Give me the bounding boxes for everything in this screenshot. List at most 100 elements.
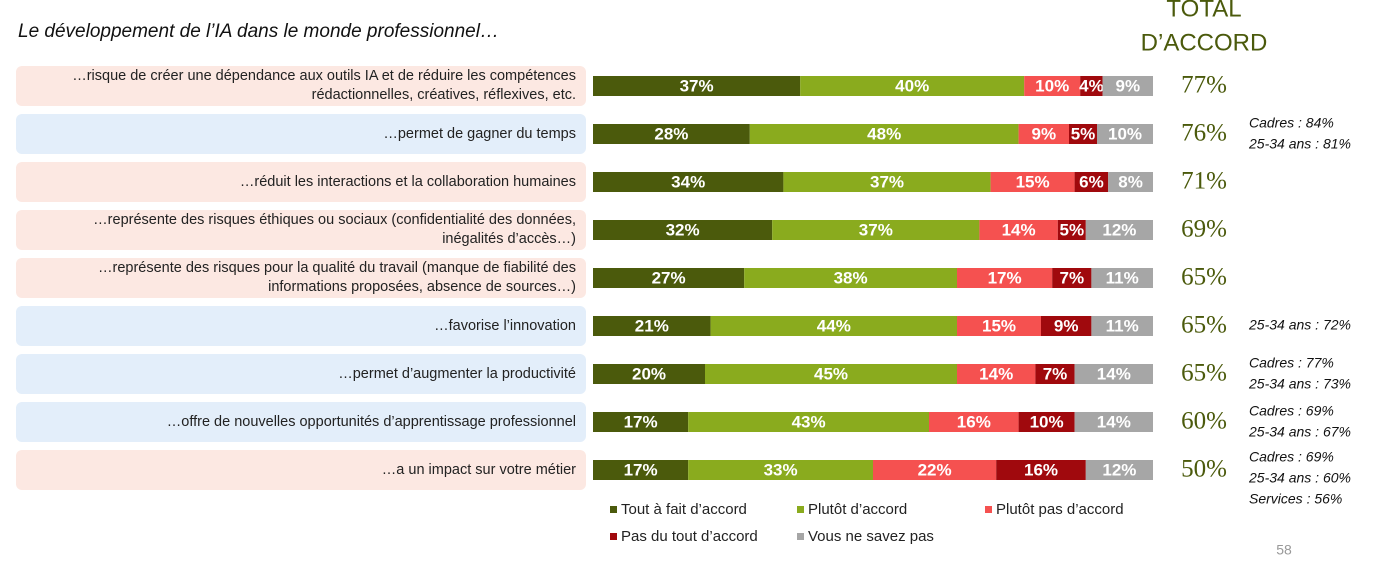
value-label: 9% bbox=[1054, 316, 1079, 335]
bar-segment bbox=[1074, 412, 1153, 432]
value-label: 37% bbox=[680, 76, 714, 95]
value-label: 17% bbox=[988, 268, 1022, 287]
value-label: 15% bbox=[1016, 172, 1050, 191]
value-label: 4% bbox=[1079, 76, 1104, 95]
bar-segment bbox=[593, 172, 784, 192]
value-label: 22% bbox=[918, 460, 952, 479]
bar-segment bbox=[710, 316, 957, 336]
total-label: 71% bbox=[1181, 168, 1227, 195]
note: Cadres : 84% bbox=[1249, 115, 1334, 131]
bar-segment bbox=[1085, 220, 1153, 240]
bar-segment bbox=[593, 76, 801, 96]
value-label: 44% bbox=[817, 316, 851, 335]
value-label: 33% bbox=[764, 460, 798, 479]
total-label: 60% bbox=[1181, 408, 1227, 435]
value-label: 17% bbox=[624, 460, 658, 479]
value-label: 14% bbox=[979, 364, 1013, 383]
note: 25-34 ans : 67% bbox=[1248, 424, 1351, 440]
category-label: …favorise l’innovation bbox=[16, 306, 586, 346]
note: Cadres : 77% bbox=[1249, 355, 1334, 371]
bar-segment bbox=[1108, 172, 1153, 192]
legend-label: Plutôt pas d’accord bbox=[996, 501, 1124, 518]
note: 25-34 ans : 81% bbox=[1248, 136, 1351, 152]
value-label: 40% bbox=[895, 76, 929, 95]
value-label: 48% bbox=[867, 124, 901, 143]
chart-title: Le développement de l’IA dans le monde p… bbox=[18, 21, 499, 42]
bar-segment bbox=[593, 268, 745, 288]
legend-swatch bbox=[797, 506, 804, 513]
value-label: 16% bbox=[957, 412, 991, 431]
legend-swatch bbox=[985, 506, 992, 513]
total-title: TOTAL bbox=[1166, 0, 1241, 22]
total-label: 65% bbox=[1181, 312, 1227, 339]
bar-segment bbox=[783, 172, 991, 192]
bar-segment bbox=[744, 268, 957, 288]
bar-segment bbox=[929, 412, 1019, 432]
value-label: 10% bbox=[1035, 76, 1069, 95]
bar-segment bbox=[1097, 124, 1153, 144]
bar-segment bbox=[705, 364, 957, 384]
value-label: 5% bbox=[1071, 124, 1096, 143]
value-label: 11% bbox=[1106, 316, 1139, 335]
bar-segment bbox=[593, 364, 705, 384]
page-number: 58 bbox=[1276, 542, 1292, 558]
value-label: 15% bbox=[982, 316, 1016, 335]
value-label: 8% bbox=[1118, 172, 1143, 191]
bar-segment bbox=[957, 316, 1041, 336]
bar-segment bbox=[1074, 172, 1109, 192]
value-label: 14% bbox=[1002, 220, 1036, 239]
bar-segment bbox=[1018, 124, 1069, 144]
bar-segment bbox=[957, 268, 1053, 288]
value-label: 45% bbox=[814, 364, 848, 383]
value-label: 12% bbox=[1102, 460, 1136, 479]
value-label: 11% bbox=[1106, 268, 1139, 287]
bar-segment bbox=[593, 316, 711, 336]
bar-segment bbox=[873, 460, 997, 480]
total-title: D’ACCORD bbox=[1141, 29, 1268, 56]
category-label: …offre de nouvelles opportunités d’appre… bbox=[16, 402, 586, 442]
value-label: 38% bbox=[834, 268, 868, 287]
value-label: 9% bbox=[1116, 76, 1141, 95]
note: 25-34 ans : 60% bbox=[1248, 470, 1351, 486]
bar-segment bbox=[749, 124, 1019, 144]
legend-label: Vous ne savez pas bbox=[808, 528, 934, 545]
legend-swatch bbox=[610, 506, 617, 513]
value-label: 27% bbox=[652, 268, 686, 287]
value-label: 32% bbox=[666, 220, 700, 239]
value-label: 9% bbox=[1032, 124, 1057, 143]
legend-label: Tout à fait d’accord bbox=[621, 501, 747, 518]
bar-segment bbox=[1091, 316, 1153, 336]
value-label: 10% bbox=[1108, 124, 1142, 143]
total-label: 65% bbox=[1181, 360, 1227, 387]
bar-segment bbox=[1074, 364, 1153, 384]
value-label: 37% bbox=[870, 172, 904, 191]
bar-segment bbox=[990, 172, 1075, 192]
bar-segment bbox=[1035, 364, 1075, 384]
note: Cadres : 69% bbox=[1249, 403, 1334, 419]
value-label: 14% bbox=[1097, 364, 1131, 383]
value-label: 7% bbox=[1043, 364, 1068, 383]
bar-segment bbox=[593, 124, 750, 144]
value-label: 17% bbox=[624, 412, 658, 431]
total-label: 65% bbox=[1181, 264, 1227, 291]
value-label: 7% bbox=[1060, 268, 1085, 287]
bar-segment bbox=[1102, 76, 1153, 96]
bar-segment bbox=[1085, 460, 1153, 480]
value-label: 20% bbox=[632, 364, 666, 383]
bar-segment bbox=[1080, 76, 1103, 96]
bar-segment bbox=[1018, 412, 1075, 432]
bar-segment bbox=[1052, 268, 1092, 288]
total-label: 50% bbox=[1181, 456, 1227, 483]
bar-segment bbox=[593, 460, 689, 480]
bar-segment bbox=[1057, 220, 1086, 240]
note: Services : 56% bbox=[1249, 491, 1342, 507]
value-label: 34% bbox=[671, 172, 705, 191]
category-label: …permet d’augmenter la productivité bbox=[16, 354, 586, 394]
bar-segment bbox=[593, 220, 773, 240]
bar-segment bbox=[1024, 76, 1081, 96]
total-label: 76% bbox=[1181, 120, 1227, 147]
legend-swatch bbox=[797, 533, 804, 540]
note: 25-34 ans : 73% bbox=[1248, 376, 1351, 392]
